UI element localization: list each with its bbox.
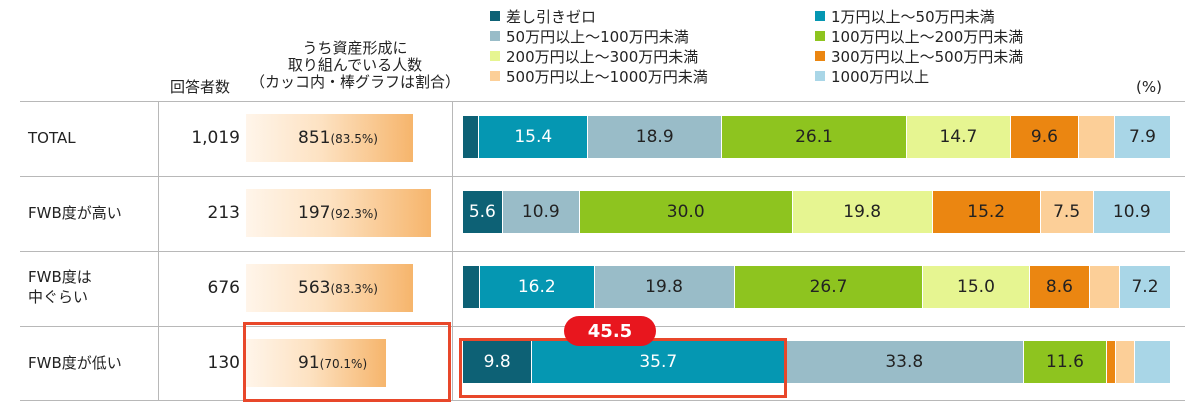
stacked-bar: 15.4 18.9 26.1 14.7 9.6 7.9 (463, 116, 1171, 158)
row-divider (20, 400, 1185, 401)
stacked-bar: 9.8 35.7 33.8 11.6 (463, 341, 1171, 383)
unit-label: (%) (1136, 78, 1162, 96)
data-table: TOTAL 1,019 851(83.5%) 15.4 18.9 26.1 14.7 9.6 7… (20, 101, 1185, 401)
stacked-bar: 5.6 10.9 30.0 19.8 15.2 7.5 10.9 (463, 191, 1171, 233)
column-divider (452, 101, 453, 401)
bar-segment: 10.9 (1093, 191, 1171, 233)
asset-ratio-bar (246, 189, 431, 237)
legend-label: 1000万円以上 (831, 68, 930, 86)
bar-segment (1090, 266, 1121, 308)
bar-segment: 19.8 (792, 191, 933, 233)
bar-segment: 9.6 (1010, 116, 1079, 158)
legend-label: 300万円以上～500万円未満 (831, 48, 1024, 66)
row-divider (20, 101, 1185, 102)
bar-segment: 19.8 (594, 266, 735, 308)
asset-header-line2: 取り組んでいる人数 (287, 56, 423, 74)
legend-swatch (815, 51, 825, 61)
legend-swatch (490, 11, 500, 21)
stacked-bar: 16.2 19.8 26.7 15.0 8.6 7.2 (463, 266, 1171, 308)
asset-ratio-bar (246, 114, 413, 162)
asset-count-label: 563(83.3%) (298, 278, 378, 298)
bar-segment: 7.5 (1040, 191, 1094, 233)
asset-header-line1: うち資産形成に (302, 39, 408, 57)
bar-segment: 11.6 (1024, 341, 1107, 383)
bar-segment (1115, 341, 1135, 383)
bar-segment (1078, 116, 1115, 158)
bar-segment: 16.2 (479, 266, 595, 308)
legend-label: 差し引きゼロ (506, 8, 597, 26)
asset-header-line3: （カッコ内・棒グラフは割合） (250, 73, 461, 91)
legend-item: 50万円以上～100万円未満 (490, 28, 689, 46)
respondent-count: 1,019 (191, 128, 240, 148)
respondent-count: 676 (207, 278, 240, 298)
bar-segment: 9.8 (463, 341, 533, 383)
bar-segment: 10.9 (502, 191, 580, 233)
respondent-count: 213 (207, 203, 240, 223)
legend-item: 1万円以上～50万円未満 (815, 8, 995, 26)
bar-segment: 26.7 (734, 266, 924, 308)
legend-item: 1000万円以上 (815, 68, 929, 86)
bar-segment: 15.4 (479, 116, 589, 158)
legend-item: 100万円以上～200万円未満 (815, 28, 1023, 46)
legend-swatch (815, 71, 825, 81)
row-label: FWB度は 中ぐらい (28, 268, 92, 306)
bar-segment: 5.6 (463, 191, 503, 233)
bar-segment: 35.7 (532, 341, 786, 383)
legend-item: 200万円以上～300万円未満 (490, 48, 698, 66)
bar-segment: 18.9 (588, 116, 723, 158)
legend-label: 200万円以上～300万円未満 (506, 48, 699, 66)
respondent-count: 130 (207, 353, 240, 373)
bar-segment: 7.2 (1120, 266, 1171, 308)
bar-segment (1134, 341, 1171, 383)
bar-segment: 15.2 (932, 191, 1041, 233)
legend-swatch (815, 11, 825, 21)
legend-swatch (490, 31, 500, 41)
legend-label: 500万円以上～1000万円未満 (506, 68, 708, 86)
row-label: TOTAL (28, 129, 76, 147)
respondents-header: 回答者数 (169, 78, 230, 96)
row-divider (20, 251, 1185, 252)
bar-segment (463, 266, 480, 308)
row-label: FWB度が高い (28, 204, 122, 222)
asset-count-label: 851(83.5%) (298, 128, 378, 148)
bar-segment: 30.0 (579, 191, 793, 233)
bar-segment: 8.6 (1029, 266, 1091, 308)
callout-badge: 45.5 (564, 316, 656, 346)
highlight-asset-low (243, 322, 451, 402)
legend-swatch (490, 71, 500, 81)
bar-segment: 15.0 (923, 266, 1030, 308)
asset-ratio-bar (246, 339, 387, 387)
highlight-stack-low (459, 338, 787, 398)
bar-segment: 7.9 (1115, 116, 1171, 158)
legend-label: 50万円以上～100万円未満 (506, 28, 689, 46)
legend-swatch (490, 51, 500, 61)
legend-item: 差し引きゼロ (490, 8, 596, 26)
row-label: FWB度が低い (28, 354, 122, 372)
bar-segment: 33.8 (785, 341, 1025, 383)
legend-item: 300万円以上～500万円未満 (815, 48, 1023, 66)
asset-header: うち資産形成に 取り組んでいる人数 （カッコ内・棒グラフは割合） (250, 40, 460, 91)
bar-segment (1106, 341, 1116, 383)
asset-count-label: 197(92.3%) (298, 203, 378, 223)
legend-swatch (815, 31, 825, 41)
asset-count-label: 91(70.1%) (298, 353, 368, 373)
bar-segment: 14.7 (906, 116, 1011, 158)
legend-label: 100万円以上～200万円未満 (831, 28, 1024, 46)
row-divider (20, 176, 1185, 177)
asset-ratio-bar (246, 264, 413, 312)
column-divider (158, 101, 159, 401)
legend-label: 1万円以上～50万円未満 (831, 8, 995, 26)
bar-segment (463, 116, 480, 158)
bar-segment: 26.1 (722, 116, 907, 158)
legend-item: 500万円以上～1000万円未満 (490, 68, 708, 86)
